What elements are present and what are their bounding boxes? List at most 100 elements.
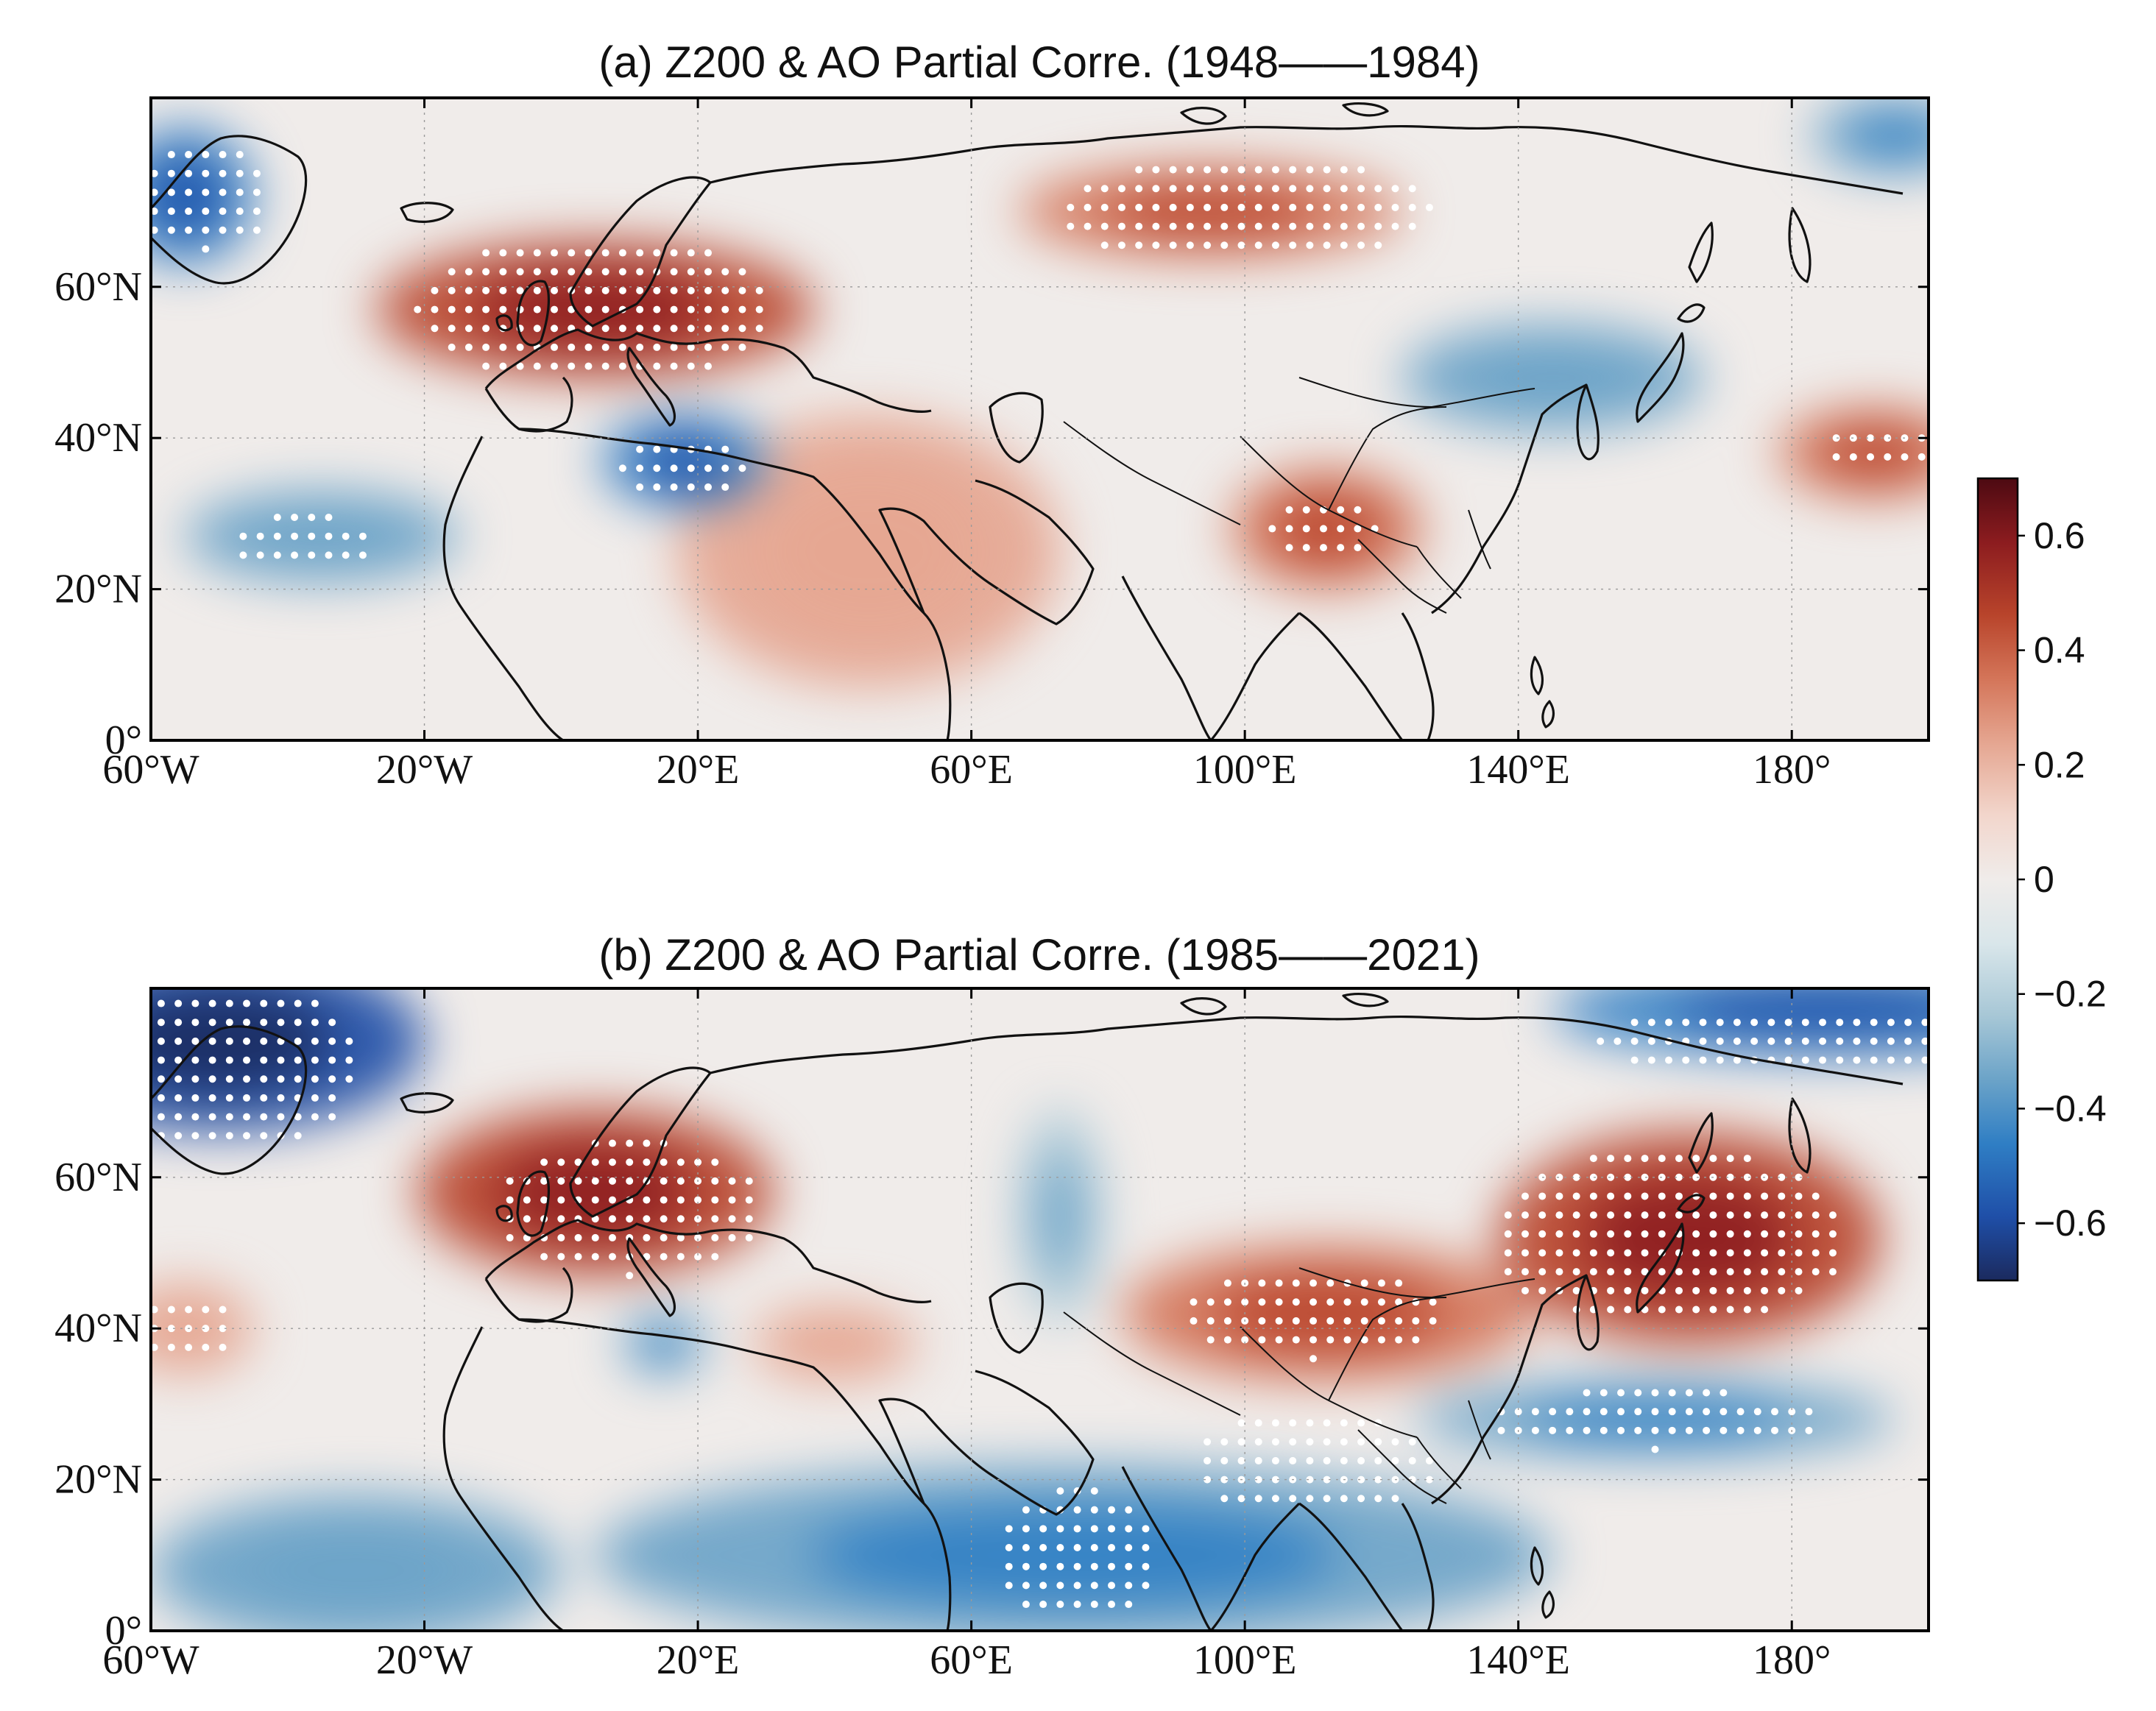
y-tick-label: 60°N <box>54 1155 142 1200</box>
significance-dot <box>1778 1286 1786 1294</box>
significance-dot <box>308 551 316 559</box>
significance-dot <box>1692 1173 1700 1181</box>
significance-dot <box>1795 1230 1803 1238</box>
significance-dot <box>308 514 316 522</box>
significance-dot <box>738 325 746 333</box>
significance-dot <box>291 532 299 540</box>
significance-dot <box>185 151 193 159</box>
significance-dot <box>660 1158 668 1166</box>
significance-dot <box>252 188 261 196</box>
significance-dot <box>1223 1317 1231 1325</box>
significance-dot <box>1090 1487 1098 1495</box>
significance-dot <box>1056 1601 1064 1609</box>
significance-dot <box>277 1075 285 1083</box>
significance-dot <box>252 226 261 234</box>
significance-dot <box>1641 1192 1649 1200</box>
significance-dot <box>1658 1211 1666 1219</box>
significance-dot <box>1566 1408 1574 1416</box>
significance-dot <box>687 325 695 333</box>
significance-dot <box>174 1056 183 1064</box>
significance-dot <box>1395 1336 1403 1344</box>
significance-dot <box>1870 1056 1878 1064</box>
significance-dot <box>243 1132 251 1140</box>
significance-dot <box>1258 1279 1266 1287</box>
significance-dot <box>499 268 507 276</box>
significance-dot <box>1125 1562 1133 1570</box>
significance-dot <box>636 325 644 333</box>
significance-dot <box>1395 1298 1403 1306</box>
significance-dot <box>448 286 456 294</box>
significance-dot <box>1572 1173 1580 1181</box>
significance-dot <box>1354 525 1362 533</box>
y-tick-label: 40°N <box>54 415 142 461</box>
significance-dot <box>636 305 644 313</box>
significance-dot <box>174 999 183 1007</box>
significance-dot <box>1521 1192 1529 1200</box>
significance-dot <box>1354 544 1362 552</box>
significance-dot <box>1607 1155 1615 1163</box>
significance-dot <box>1726 1306 1734 1314</box>
significance-dot <box>1784 1056 1792 1064</box>
significance-dot <box>277 1094 285 1102</box>
significance-dot <box>1709 1286 1717 1294</box>
significance-dot <box>1668 1389 1676 1397</box>
significance-dot <box>1703 1426 1711 1434</box>
colorbar-tick-label: 0.2 <box>2034 744 2085 785</box>
significance-dot <box>1254 1419 1262 1427</box>
significance-dot <box>1832 453 1840 461</box>
significance-dot <box>1204 241 1212 249</box>
significance-dot <box>1589 1155 1597 1163</box>
significance-dot <box>1743 1192 1751 1200</box>
significance-dot <box>591 1233 599 1241</box>
significance-dot <box>1323 222 1331 230</box>
significance-dot <box>243 1056 251 1064</box>
significance-dot <box>1583 1389 1591 1397</box>
significance-dot <box>499 362 507 370</box>
significance-dot <box>1805 1426 1813 1434</box>
significance-dot <box>1309 1317 1318 1325</box>
significance-dot <box>1022 1525 1030 1533</box>
significance-dot <box>243 1094 251 1102</box>
significance-dot <box>1607 1230 1615 1238</box>
significance-dot <box>653 362 661 370</box>
significance-dot <box>601 268 609 276</box>
significance-dot <box>1186 203 1194 211</box>
significance-dot <box>464 305 473 313</box>
significance-dot <box>660 1253 668 1261</box>
significance-dot <box>1306 1456 1314 1464</box>
panel-b-significance-dots <box>141 999 1929 1609</box>
significance-dot <box>1340 185 1348 193</box>
significance-dot <box>141 1075 148 1083</box>
significance-dot <box>1607 1173 1615 1181</box>
panel-b-map <box>141 988 1929 1631</box>
significance-dot <box>1819 1056 1827 1064</box>
significance-dot <box>151 1343 158 1351</box>
significance-dot <box>721 305 729 313</box>
significance-dot <box>1651 1389 1659 1397</box>
significance-dot <box>711 1158 719 1166</box>
significance-dot <box>1538 1211 1547 1219</box>
significance-dot <box>1152 166 1160 174</box>
significance-dot <box>1340 1495 1348 1503</box>
significance-dot <box>1828 1211 1837 1219</box>
colorbar-ticks: 0.6 0.4 0.2 0 −0.2 −0.4 −0.6 <box>2018 515 2107 1244</box>
significance-dot <box>670 464 678 472</box>
significance-dot <box>1285 544 1293 552</box>
significance-dot <box>294 1056 302 1064</box>
significance-dot <box>618 325 626 333</box>
significance-dot <box>1271 1438 1279 1446</box>
significance-dot <box>1733 1037 1741 1045</box>
significance-dot <box>653 343 661 351</box>
panel-b-anomaly-core <box>789 1322 880 1364</box>
significance-dot <box>1699 1037 1707 1045</box>
significance-dot <box>1220 203 1229 211</box>
significance-dot <box>1867 434 1875 442</box>
significance-dot <box>1377 1317 1385 1325</box>
significance-dot <box>745 1233 753 1241</box>
significance-dot <box>1538 1249 1547 1257</box>
significance-dot <box>1056 1525 1064 1533</box>
panel-b-anomaly-core <box>640 1327 687 1361</box>
y-tick-label: 0° <box>105 718 142 763</box>
significance-dot <box>1190 1298 1198 1306</box>
significance-dot <box>1360 1317 1368 1325</box>
